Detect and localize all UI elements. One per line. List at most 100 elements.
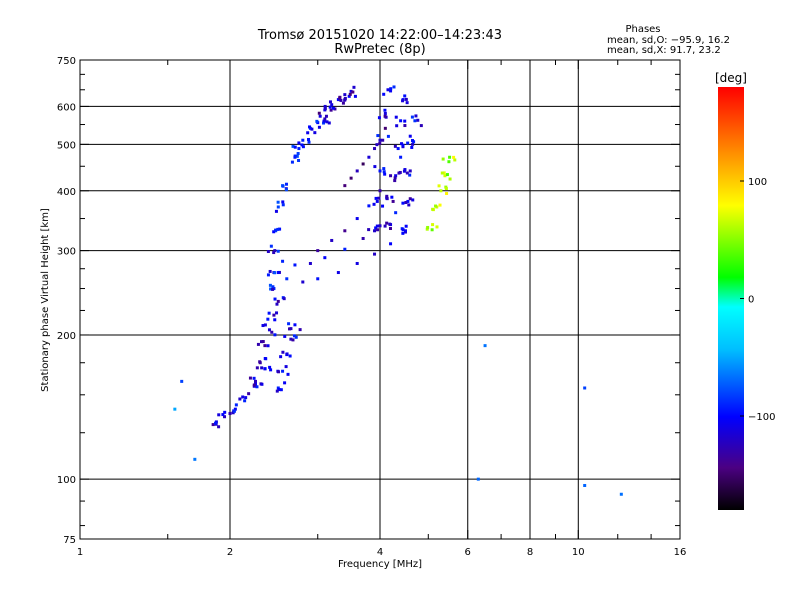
echo-point — [425, 227, 429, 231]
echo-point — [452, 155, 456, 159]
phase-stats-x: mean, sd,X: 91.7, 23.2 — [607, 45, 721, 56]
echo-point — [284, 188, 288, 192]
echo-point — [383, 172, 387, 176]
echo-point — [373, 252, 377, 256]
echo-point — [431, 207, 435, 211]
echo-point — [405, 101, 409, 105]
echo-point — [408, 173, 412, 177]
y-tick-label: 600 — [57, 102, 76, 113]
echo-point — [438, 203, 442, 207]
echo-point — [435, 225, 439, 229]
echo-point — [223, 415, 227, 419]
echo-point — [443, 174, 447, 178]
echo-point — [394, 211, 398, 215]
echo-point — [414, 114, 418, 118]
echo-point — [413, 119, 417, 123]
echo-point — [376, 228, 380, 232]
echo-point — [400, 142, 404, 146]
echo-point — [441, 157, 445, 161]
echo-point — [260, 382, 264, 386]
echo-point — [382, 167, 386, 171]
y-tick-label: 400 — [57, 187, 76, 198]
echo-point — [255, 366, 259, 370]
colorbar-tick-label: 0 — [748, 295, 754, 306]
echo-point — [290, 160, 294, 164]
echo-point — [394, 115, 398, 119]
echo-point — [328, 100, 332, 104]
echo-point — [253, 379, 257, 383]
echo-point — [275, 302, 279, 306]
x-tick-label: 6 — [465, 547, 471, 558]
echo-point — [399, 119, 403, 123]
echo-point — [343, 98, 347, 102]
echo-point — [381, 138, 385, 142]
echo-point — [448, 155, 452, 159]
echo-point — [391, 199, 395, 203]
echo-point — [266, 273, 270, 277]
echo-point — [269, 287, 273, 291]
echo-point — [295, 154, 299, 158]
echo-point — [619, 492, 623, 496]
echo-point — [403, 94, 407, 98]
echo-point — [393, 176, 397, 180]
echo-point — [272, 313, 276, 317]
axis-ticks: 1 2 4 6 8 10 16 75 100 200 300 400 500 600 750 — [57, 56, 686, 558]
echo-point — [298, 328, 302, 332]
echo-point — [401, 228, 405, 232]
echo-point — [404, 97, 408, 101]
echo-point — [375, 224, 379, 228]
echo-point — [378, 189, 382, 193]
echo-point — [256, 342, 260, 346]
echo-point — [317, 111, 321, 115]
echo-point — [261, 340, 265, 344]
echo-point — [448, 177, 452, 181]
echo-point — [378, 224, 382, 228]
echo-point — [293, 154, 297, 158]
echo-point — [361, 162, 365, 166]
x-tick-label: 4 — [377, 547, 383, 558]
echo-point — [243, 399, 247, 403]
echo-point — [277, 388, 281, 392]
echo-point — [349, 89, 353, 93]
echo-point — [392, 85, 396, 89]
echo-point — [341, 101, 345, 105]
echo-point — [389, 89, 393, 93]
echo-point — [327, 121, 331, 125]
echo-point — [274, 228, 278, 232]
echo-point — [331, 106, 335, 110]
echo-point — [286, 372, 290, 376]
echo-point — [214, 421, 218, 425]
echo-point — [297, 147, 301, 151]
phase-colorbar — [718, 87, 744, 510]
echo-point — [266, 317, 270, 321]
echo-point — [343, 184, 347, 188]
echo-point — [439, 189, 443, 193]
echo-point — [313, 131, 317, 135]
echo-point — [374, 196, 378, 200]
echo-point — [285, 277, 289, 281]
echo-point — [285, 352, 289, 356]
echo-point — [323, 117, 327, 121]
x-tick-label: 16 — [674, 547, 687, 558]
echo-point — [401, 231, 405, 235]
grid-lines — [80, 60, 680, 539]
echo-point — [268, 283, 272, 287]
echo-point — [403, 229, 407, 233]
echo-point — [260, 366, 264, 370]
echo-point — [323, 104, 327, 108]
echo-point — [395, 124, 399, 128]
echo-point — [223, 410, 227, 414]
echo-point — [307, 140, 311, 144]
echo-point — [336, 271, 340, 275]
echo-point — [374, 226, 378, 230]
echo-point — [284, 365, 288, 369]
echo-point — [336, 98, 340, 102]
echo-point — [404, 224, 408, 228]
echo-point — [385, 221, 389, 225]
echo-point — [377, 196, 381, 200]
echo-point — [263, 356, 267, 360]
echo-point — [583, 483, 587, 487]
echo-point — [316, 277, 320, 281]
echo-point — [275, 311, 279, 315]
echo-point — [263, 344, 267, 348]
